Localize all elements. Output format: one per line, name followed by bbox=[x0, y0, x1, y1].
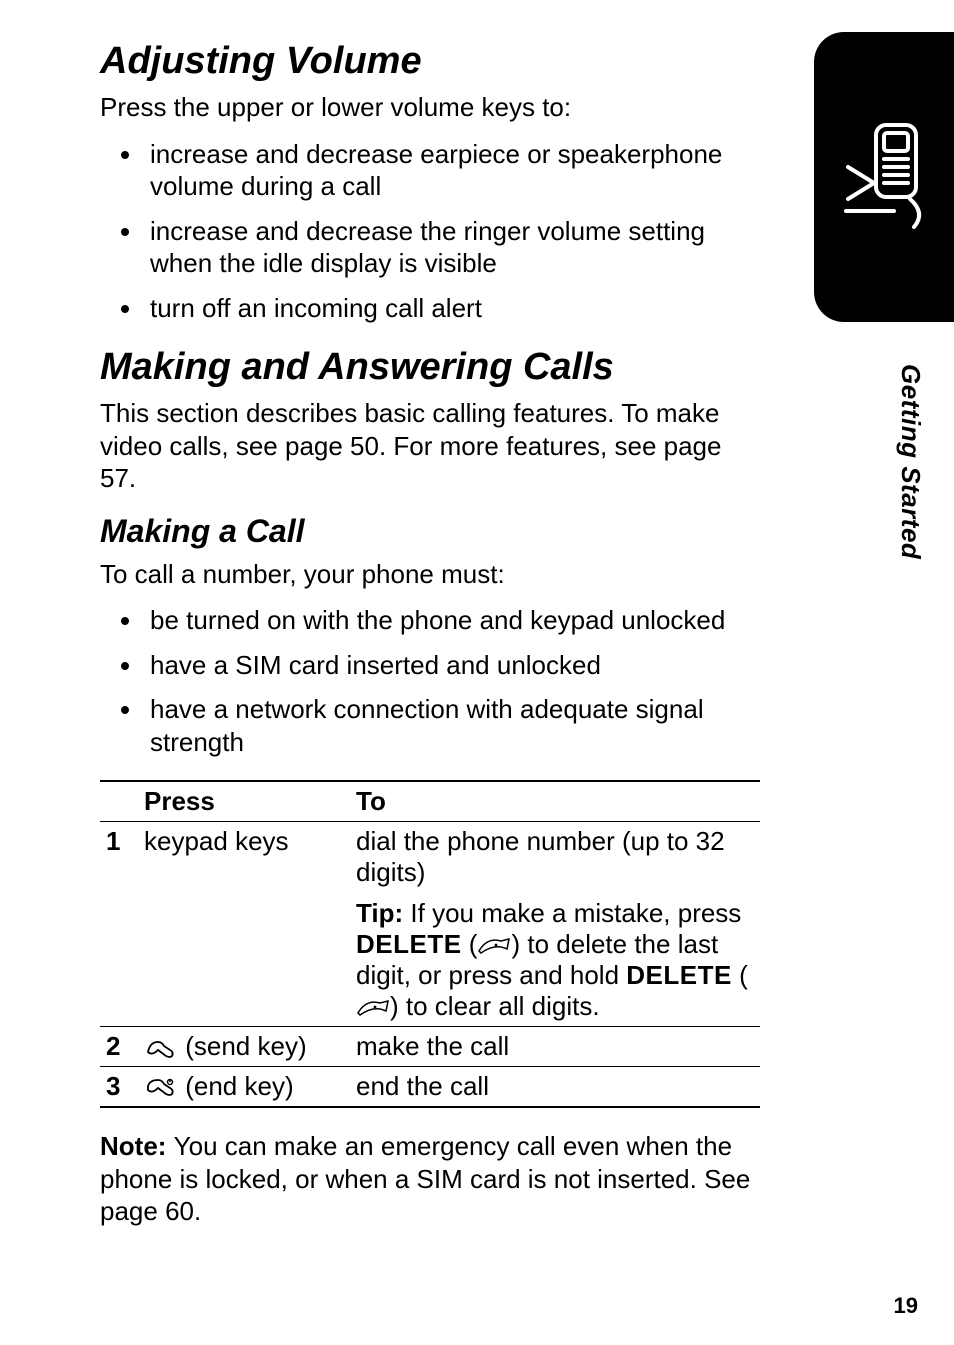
note-label: Note: bbox=[100, 1131, 174, 1161]
to-cell: make the call bbox=[350, 1027, 760, 1067]
press-cell: (send key) bbox=[138, 1027, 350, 1067]
list-item: have a SIM card inserted and unlocked bbox=[144, 649, 760, 682]
bullet-list-2: be turned on with the phone and keypad u… bbox=[100, 604, 760, 758]
page-content: Adjusting Volume Press the upper or lowe… bbox=[0, 0, 810, 1282]
heading-making-call: Making a Call bbox=[100, 513, 760, 550]
table-header-blank bbox=[100, 781, 138, 822]
tip-text-post: to clear all digits. bbox=[399, 991, 600, 1021]
tip-label: Tip: bbox=[356, 898, 410, 928]
step-number: 3 bbox=[100, 1067, 138, 1108]
delete-softkey-label: DELETE bbox=[626, 960, 732, 990]
delete-softkey-label: DELETE bbox=[356, 929, 462, 959]
press-text: (send key) bbox=[178, 1031, 307, 1061]
heading-adjusting-volume: Adjusting Volume bbox=[100, 40, 760, 83]
to-cell: end the call bbox=[350, 1067, 760, 1108]
side-tab bbox=[814, 32, 954, 322]
section2-intro: This section describes basic calling fea… bbox=[100, 397, 760, 495]
press-text: (end key) bbox=[178, 1071, 294, 1101]
list-item: have a network connection with adequate … bbox=[144, 693, 760, 758]
note-text: You can make an emergency call even when… bbox=[100, 1131, 750, 1226]
intro-text: Press the upper or lower volume keys to: bbox=[100, 91, 760, 124]
softkey-icon bbox=[356, 999, 390, 1017]
instruction-table: Press To 1 keypad keys dial the phone nu… bbox=[100, 780, 760, 1108]
list-item: increase and decrease earpiece or speake… bbox=[144, 138, 760, 203]
to-cell: dial the phone number (up to 32 digits) … bbox=[350, 822, 760, 1027]
heading-making-answering: Making and Answering Calls bbox=[100, 346, 760, 389]
bullet-list-1: increase and decrease earpiece or speake… bbox=[100, 138, 760, 325]
page-number: 19 bbox=[894, 1293, 918, 1319]
note-paragraph: Note: You can make an emergency call eve… bbox=[100, 1130, 760, 1228]
send-key-icon bbox=[144, 1036, 178, 1060]
subsection-intro: To call a number, your phone must: bbox=[100, 558, 760, 591]
step-number: 1 bbox=[100, 822, 138, 1027]
table-header-press: Press bbox=[138, 781, 350, 822]
section-tab-label: Getting Started bbox=[895, 364, 926, 559]
table-header-to: To bbox=[350, 781, 760, 822]
softkey-icon bbox=[477, 937, 511, 955]
step-number: 2 bbox=[100, 1027, 138, 1067]
tip-text: If you make a mistake, press bbox=[410, 898, 741, 928]
press-cell: (end key) bbox=[138, 1067, 350, 1108]
list-item: increase and decrease the ringer volume … bbox=[144, 215, 760, 280]
to-text: dial the phone number (up to 32 digits) bbox=[356, 826, 725, 887]
list-item: turn off an incoming call alert bbox=[144, 292, 760, 325]
list-item: be turned on with the phone and keypad u… bbox=[144, 604, 760, 637]
press-cell: keypad keys bbox=[138, 822, 350, 1027]
phone-icon bbox=[834, 117, 934, 237]
tip-block: Tip: If you make a mistake, press DELETE… bbox=[356, 898, 754, 1022]
end-key-icon bbox=[144, 1076, 178, 1100]
